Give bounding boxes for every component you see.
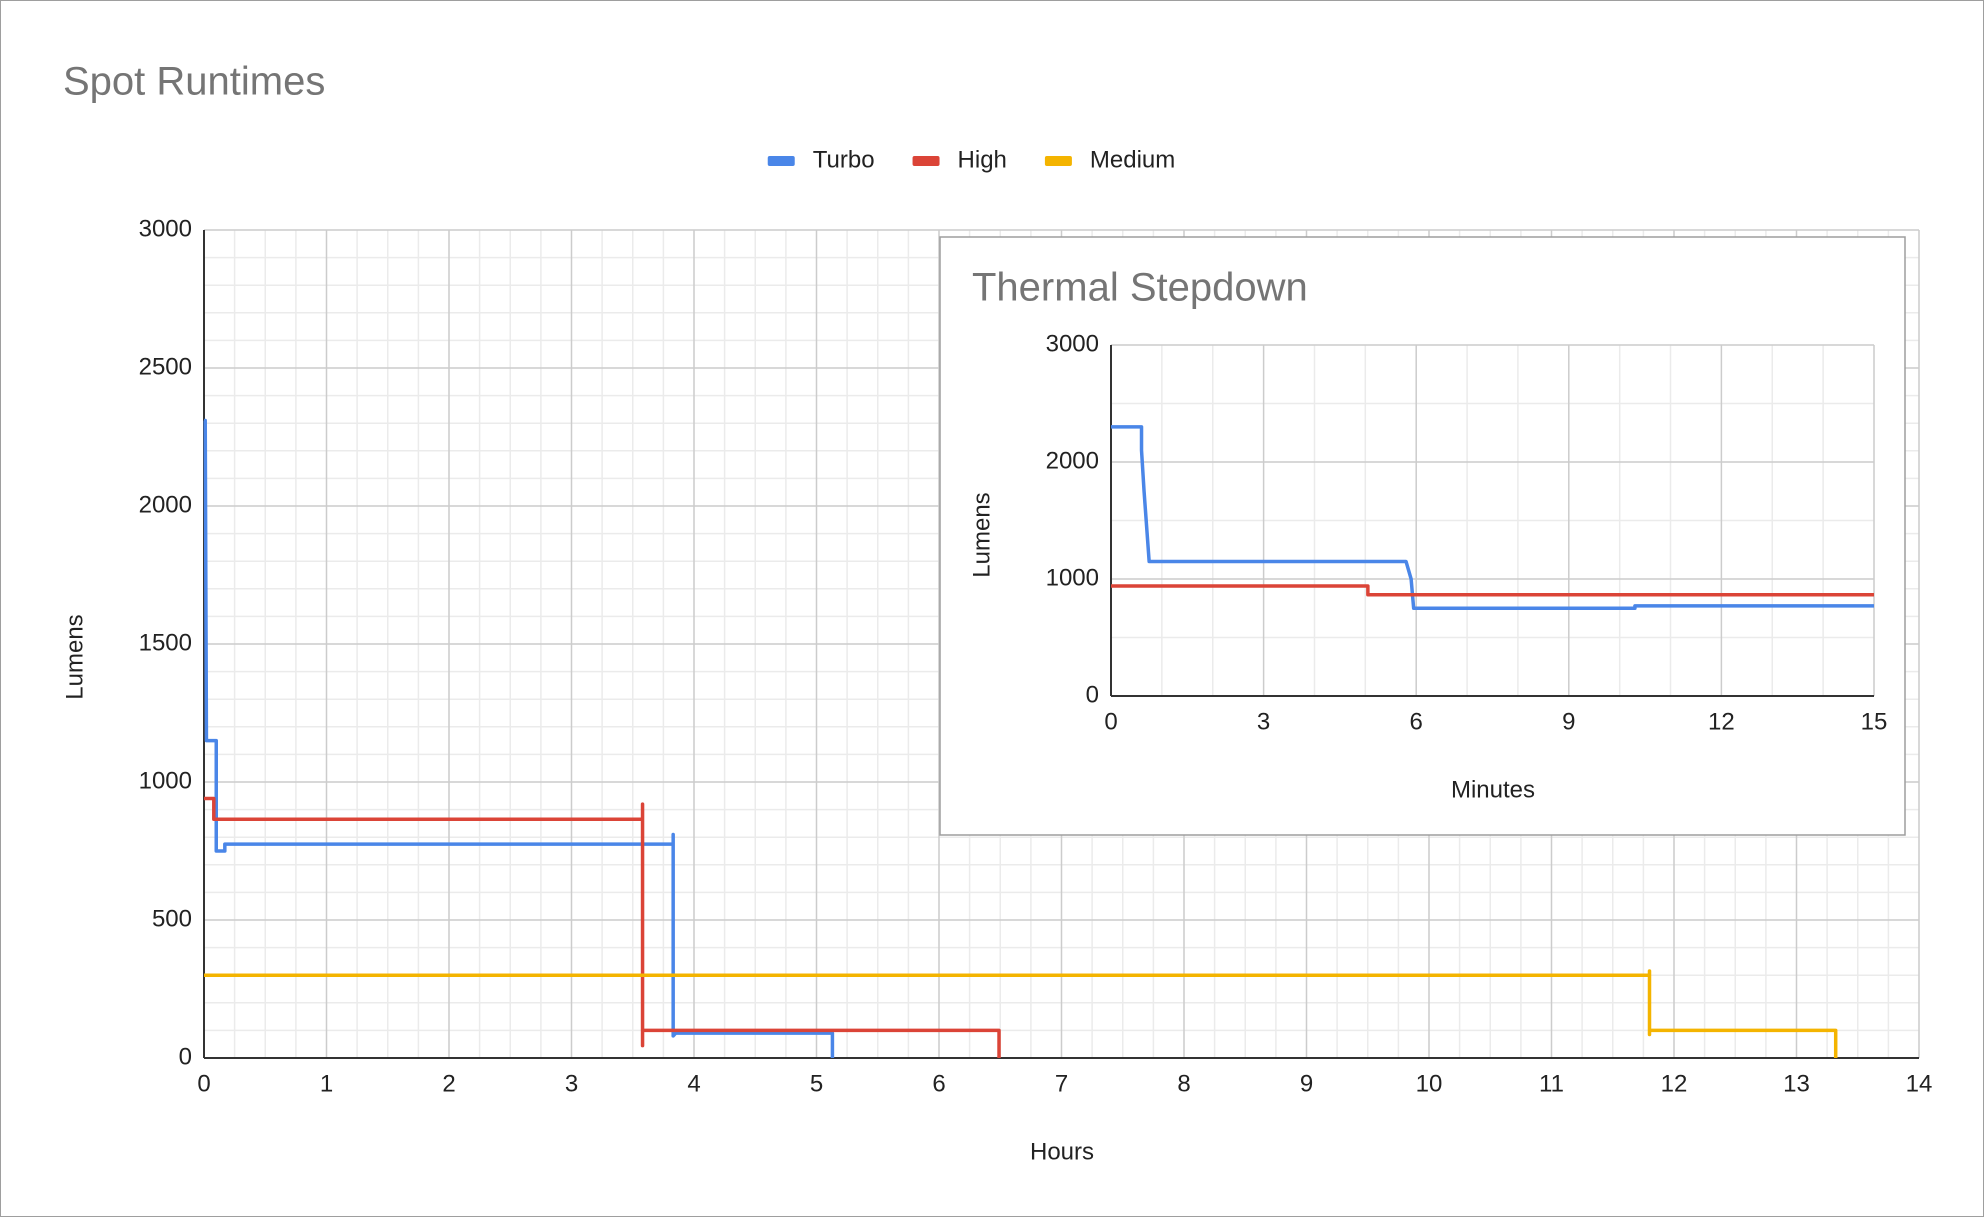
y-tick-label: 2000 <box>139 491 192 518</box>
x-tick-label: 7 <box>1055 1070 1068 1097</box>
legend-swatch <box>1044 156 1072 166</box>
x-tick-label: 1 <box>320 1070 333 1097</box>
legend-swatch <box>767 156 795 166</box>
y-tick-label: 1000 <box>1046 564 1099 591</box>
y-axis-label: Lumens <box>61 614 88 699</box>
x-tick-label: 9 <box>1562 708 1575 735</box>
x-tick-label: 11 <box>1539 1070 1564 1097</box>
y-axis-label: Lumens <box>968 492 995 577</box>
x-tick-label: 14 <box>1906 1070 1933 1097</box>
series-line <box>1111 425 1874 610</box>
x-tick-label: 10 <box>1416 1070 1443 1097</box>
chart-title: Spot Runtimes <box>63 60 325 104</box>
x-tick-label: 13 <box>1783 1070 1810 1097</box>
y-tick-label: 2000 <box>1046 447 1099 474</box>
y-tick-label: 0 <box>1086 681 1099 708</box>
y-tick-label: 3000 <box>139 215 192 242</box>
y-tick-label: 3000 <box>1046 330 1099 357</box>
x-tick-label: 12 <box>1661 1070 1688 1097</box>
series-line <box>203 418 835 1058</box>
series-line <box>1111 584 1874 597</box>
x-tick-label: 4 <box>687 1070 700 1097</box>
legend-label: High <box>958 146 1007 173</box>
inset-frame <box>939 236 1906 836</box>
x-tick-label: 0 <box>197 1070 210 1097</box>
chart-title: Thermal Stepdown <box>972 266 1308 310</box>
x-tick-label: 3 <box>565 1070 578 1097</box>
series-line <box>204 969 1838 1058</box>
x-tick-label: 6 <box>1410 708 1423 735</box>
x-tick-label: 9 <box>1300 1070 1313 1097</box>
legend-label: Turbo <box>813 146 875 173</box>
legend-label: Medium <box>1090 146 1175 173</box>
legend-swatch <box>912 156 940 166</box>
x-axis-label: Hours <box>1030 1138 1094 1165</box>
x-tick-label: 8 <box>1177 1070 1190 1097</box>
series-line <box>204 796 1001 1058</box>
x-tick-label: 0 <box>1104 708 1117 735</box>
y-tick-label: 500 <box>152 905 192 932</box>
x-tick-label: 2 <box>442 1070 455 1097</box>
x-tick-label: 6 <box>932 1070 945 1097</box>
x-tick-label: 3 <box>1257 708 1270 735</box>
x-tick-label: 12 <box>1708 708 1735 735</box>
x-axis-label: Minutes <box>1451 776 1535 803</box>
y-tick-label: 1500 <box>139 629 192 656</box>
y-tick-label: 2500 <box>139 353 192 380</box>
x-tick-label: 15 <box>1861 708 1888 735</box>
y-tick-label: 0 <box>179 1043 192 1070</box>
y-tick-label: 1000 <box>139 767 192 794</box>
x-tick-label: 5 <box>810 1070 823 1097</box>
